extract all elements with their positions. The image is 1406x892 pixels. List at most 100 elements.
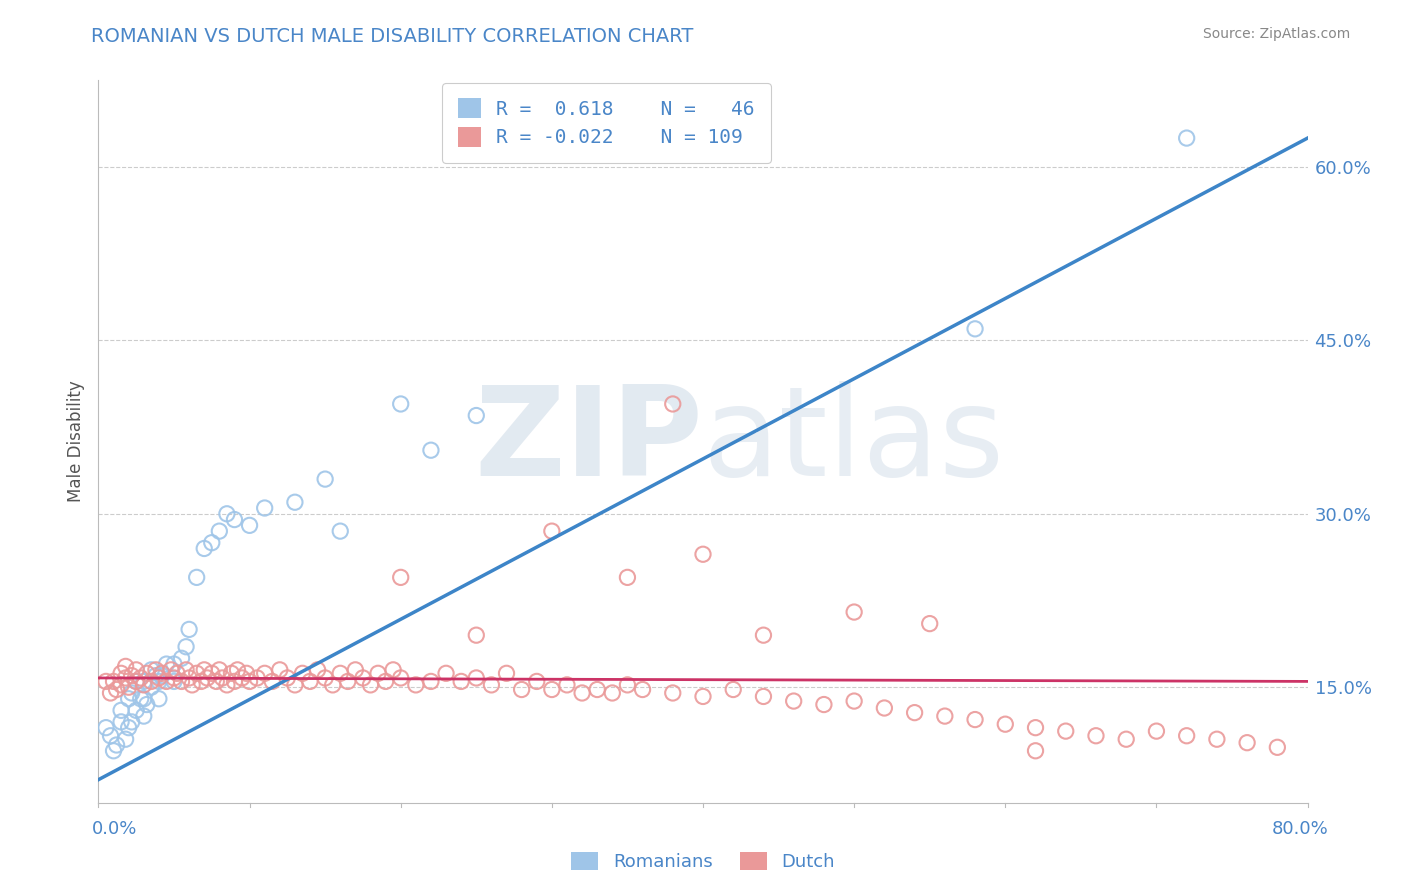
Point <box>186 570 208 584</box>
Point <box>132 691 155 706</box>
Point <box>163 657 186 671</box>
Point <box>586 682 609 697</box>
Point <box>110 678 132 692</box>
Point <box>141 674 163 689</box>
Point <box>118 680 141 694</box>
Point <box>110 714 132 729</box>
Point <box>276 671 298 685</box>
Point <box>114 671 136 685</box>
Text: atlas: atlas <box>703 381 1005 502</box>
Point <box>329 524 352 538</box>
Point <box>434 666 457 681</box>
Point <box>540 682 562 697</box>
Point <box>125 674 148 689</box>
Text: ROMANIAN VS DUTCH MALE DISABILITY CORRELATION CHART: ROMANIAN VS DUTCH MALE DISABILITY CORREL… <box>91 27 693 45</box>
Point <box>965 713 987 727</box>
Point <box>389 570 412 584</box>
Point <box>752 690 775 704</box>
Point <box>132 674 155 689</box>
Point <box>195 671 218 685</box>
Y-axis label: Male Disability: Male Disability <box>66 381 84 502</box>
Point <box>201 535 224 549</box>
Point <box>132 709 155 723</box>
Point <box>783 694 806 708</box>
Point <box>118 721 141 735</box>
Point <box>844 694 866 708</box>
Point <box>555 678 578 692</box>
Point <box>253 501 276 516</box>
Point <box>114 659 136 673</box>
Point <box>148 674 170 689</box>
Point <box>150 668 173 682</box>
Point <box>752 628 775 642</box>
Point <box>103 674 125 689</box>
Text: 0.0%: 0.0% <box>91 820 136 838</box>
Point <box>692 547 714 561</box>
Point <box>1206 732 1229 747</box>
Point <box>389 671 412 685</box>
Point <box>1236 736 1258 750</box>
Point <box>224 674 246 689</box>
Point <box>135 698 157 712</box>
Point <box>661 686 683 700</box>
Point <box>405 678 427 692</box>
Point <box>125 663 148 677</box>
Point <box>105 682 128 697</box>
Point <box>181 678 204 692</box>
Point <box>121 714 143 729</box>
Point <box>367 666 389 681</box>
Point <box>299 674 322 689</box>
Point <box>336 674 359 689</box>
Point <box>118 691 141 706</box>
Point <box>465 671 488 685</box>
Point <box>314 472 336 486</box>
Point <box>360 678 382 692</box>
Point <box>382 663 405 677</box>
Point <box>510 682 533 697</box>
Point <box>148 691 170 706</box>
Point <box>125 674 148 689</box>
Point <box>374 674 396 689</box>
Point <box>166 666 188 681</box>
Point <box>193 541 215 556</box>
Point <box>110 666 132 681</box>
Point <box>291 666 314 681</box>
Point <box>135 666 157 681</box>
Point <box>239 674 262 689</box>
Point <box>174 640 197 654</box>
Point <box>231 671 253 685</box>
Point <box>208 663 231 677</box>
Point <box>208 524 231 538</box>
Point <box>121 668 143 682</box>
Point <box>163 671 186 685</box>
Point <box>571 686 593 700</box>
Point <box>211 671 233 685</box>
Point <box>174 663 197 677</box>
Point <box>100 686 122 700</box>
Point <box>215 507 238 521</box>
Point <box>1144 724 1167 739</box>
Point <box>145 668 167 682</box>
Point <box>465 409 488 423</box>
Point <box>215 678 238 692</box>
Point <box>1085 729 1108 743</box>
Point <box>105 738 128 752</box>
Point <box>965 322 987 336</box>
Point <box>616 678 638 692</box>
Point <box>150 666 173 681</box>
Text: Source: ZipAtlas.com: Source: ZipAtlas.com <box>1202 27 1350 41</box>
Point <box>94 674 117 689</box>
Point <box>994 717 1017 731</box>
Point <box>110 703 132 717</box>
Point <box>307 663 329 677</box>
Point <box>329 666 352 681</box>
Point <box>145 663 167 677</box>
Point <box>129 691 152 706</box>
Point <box>221 666 243 681</box>
Point <box>193 663 215 677</box>
Point <box>160 663 183 677</box>
Point <box>420 674 443 689</box>
Point <box>723 682 745 697</box>
Point <box>1024 744 1046 758</box>
Point <box>631 682 654 697</box>
